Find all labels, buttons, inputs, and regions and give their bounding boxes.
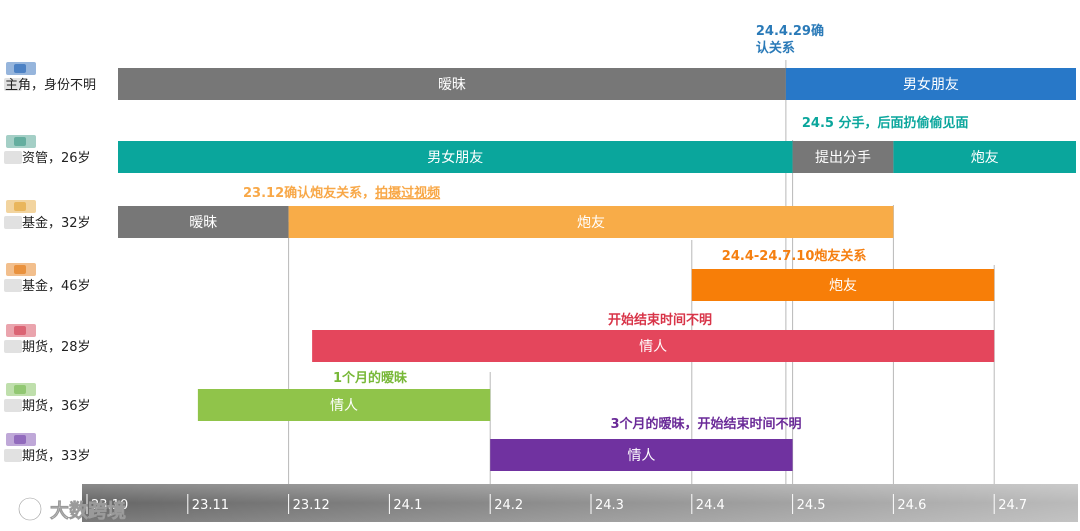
bar-label: 情人 bbox=[627, 448, 655, 464]
avatar-blur-core bbox=[14, 64, 26, 73]
bar-row2-seg1: 炮友 bbox=[288, 206, 894, 238]
bar-row6-seg0: 情人 bbox=[490, 439, 793, 471]
row-label-5: 期货，36岁 bbox=[22, 398, 91, 414]
bar-row3-seg0: 炮友 bbox=[691, 269, 995, 301]
bar-label: 炮友 bbox=[829, 278, 857, 294]
avatar-row5 bbox=[4, 383, 36, 412]
bar-rect bbox=[490, 439, 793, 471]
bar-label: 炮友 bbox=[971, 150, 999, 166]
bar-label: 情人 bbox=[639, 339, 667, 355]
label-blur bbox=[4, 216, 22, 229]
bar-label: 男女朋友 bbox=[427, 149, 483, 166]
bar-label: 情人 bbox=[330, 398, 358, 414]
tick-label-1: 23.11 bbox=[192, 498, 229, 513]
avatar-blur-core bbox=[14, 435, 26, 444]
avatar-row4 bbox=[4, 324, 36, 353]
tick-label-4: 24.2 bbox=[494, 498, 523, 513]
bar-rect bbox=[118, 68, 786, 100]
annotation-row2-main: 23.12确认炮友关系， bbox=[243, 185, 375, 201]
annotation-row5: 1个月的暧昧 bbox=[333, 370, 408, 386]
bar-row5-seg0: 情人 bbox=[197, 389, 491, 421]
annotation-row4: 开始结束时间不明 bbox=[608, 312, 712, 328]
tick-label-8: 24.6 bbox=[897, 498, 926, 513]
bar-rect bbox=[785, 68, 1076, 100]
annotation-row2: 23.12确认炮友关系，拍摄过视频 bbox=[243, 185, 440, 201]
label-blur bbox=[4, 449, 22, 462]
axis-band-fade bbox=[82, 484, 1078, 522]
avatar-row1 bbox=[4, 135, 36, 164]
bar-label: 炮友 bbox=[577, 215, 605, 231]
bar-row0-seg0: 暧昧 bbox=[118, 68, 786, 100]
watermark: 大数跨境 bbox=[17, 496, 126, 522]
label-blur bbox=[4, 399, 22, 412]
bar-label: 提出分手 bbox=[815, 150, 871, 166]
watermark-icon-outline bbox=[18, 497, 42, 521]
bar-row4-seg0: 情人 bbox=[312, 330, 995, 362]
avatar-blur-core bbox=[14, 385, 26, 394]
row-label-0: 主角，身份不明 bbox=[5, 77, 96, 93]
bar-row1-seg2: 炮友 bbox=[893, 141, 1076, 173]
tick-label-7: 24.5 bbox=[797, 498, 826, 513]
tick-label-0: 23.10 bbox=[91, 498, 128, 513]
row-labels: 主角，身份不明资管，26岁基金，32岁基金，46岁期货，28岁期货，36岁期货，… bbox=[4, 62, 96, 464]
bar-rect bbox=[893, 141, 1076, 173]
bar-row0-seg1: 男女朋友 bbox=[785, 68, 1076, 100]
annotation-row1: 24.5 分手，后面扔偷偷见面 bbox=[802, 115, 969, 131]
avatar-row3 bbox=[4, 263, 36, 292]
bar-row2-seg0: 暧昧 bbox=[118, 206, 289, 238]
bar-rect bbox=[288, 206, 894, 238]
row-label-4: 期货，28岁 bbox=[22, 339, 91, 355]
label-blur bbox=[4, 78, 22, 91]
annotation-row3: 24.4-24.7.10炮友关系 bbox=[722, 248, 867, 264]
bar-rect bbox=[691, 269, 995, 301]
avatar-row6 bbox=[4, 433, 36, 462]
bar-rect bbox=[118, 206, 289, 238]
bar-label: 男女朋友 bbox=[903, 76, 959, 93]
tick-label-6: 24.4 bbox=[696, 498, 725, 513]
label-blur bbox=[4, 279, 22, 292]
annotation-row6: 3个月的暧昧，开始结束时间不明 bbox=[610, 416, 801, 432]
bar-label: 暧昧 bbox=[189, 215, 217, 231]
avatar-row2 bbox=[4, 200, 36, 229]
tick-label-3: 24.1 bbox=[393, 498, 422, 513]
label-blur bbox=[4, 151, 22, 164]
bar-rect bbox=[118, 141, 793, 173]
avatar-row0 bbox=[4, 62, 36, 91]
bar-row1-seg1: 提出分手 bbox=[792, 141, 894, 173]
annotation-row2-highlight: 拍摄过视频 bbox=[375, 185, 440, 201]
tick-label-9: 24.7 bbox=[998, 498, 1027, 513]
bar-rect bbox=[312, 330, 995, 362]
avatar-blur-core bbox=[14, 137, 26, 146]
avatar-blur-core bbox=[14, 326, 26, 335]
bar-rect bbox=[197, 389, 491, 421]
annotation-row0-line2: 认关系 bbox=[756, 40, 795, 56]
row-label-6: 期货，33岁 bbox=[22, 448, 91, 464]
avatar-blur-core bbox=[14, 265, 26, 274]
bar-rect bbox=[792, 141, 894, 173]
label-blur bbox=[4, 340, 22, 353]
watermark-text: 大数跨境 bbox=[50, 499, 126, 522]
tick-label-5: 24.3 bbox=[595, 498, 624, 513]
row-label-1: 资管，26岁 bbox=[22, 151, 91, 166]
bar-row1-seg0: 男女朋友 bbox=[118, 141, 793, 173]
x-axis: 23.10 23.11 23.12 24.1 24.2 24.3 24.4 24.5 24.6 2… bbox=[82, 484, 1078, 522]
tick-label-2: 23.12 bbox=[293, 498, 330, 513]
annotation-row0-line1: 24.4.29确 bbox=[756, 23, 824, 39]
row-label-3: 基金，46岁 bbox=[22, 278, 91, 294]
avatar-blur-core bbox=[14, 202, 26, 211]
row-label-2: 基金，32岁 bbox=[22, 215, 91, 231]
watermark-logo: 大数跨境 bbox=[17, 496, 126, 522]
bar-label: 暧昧 bbox=[438, 77, 466, 93]
